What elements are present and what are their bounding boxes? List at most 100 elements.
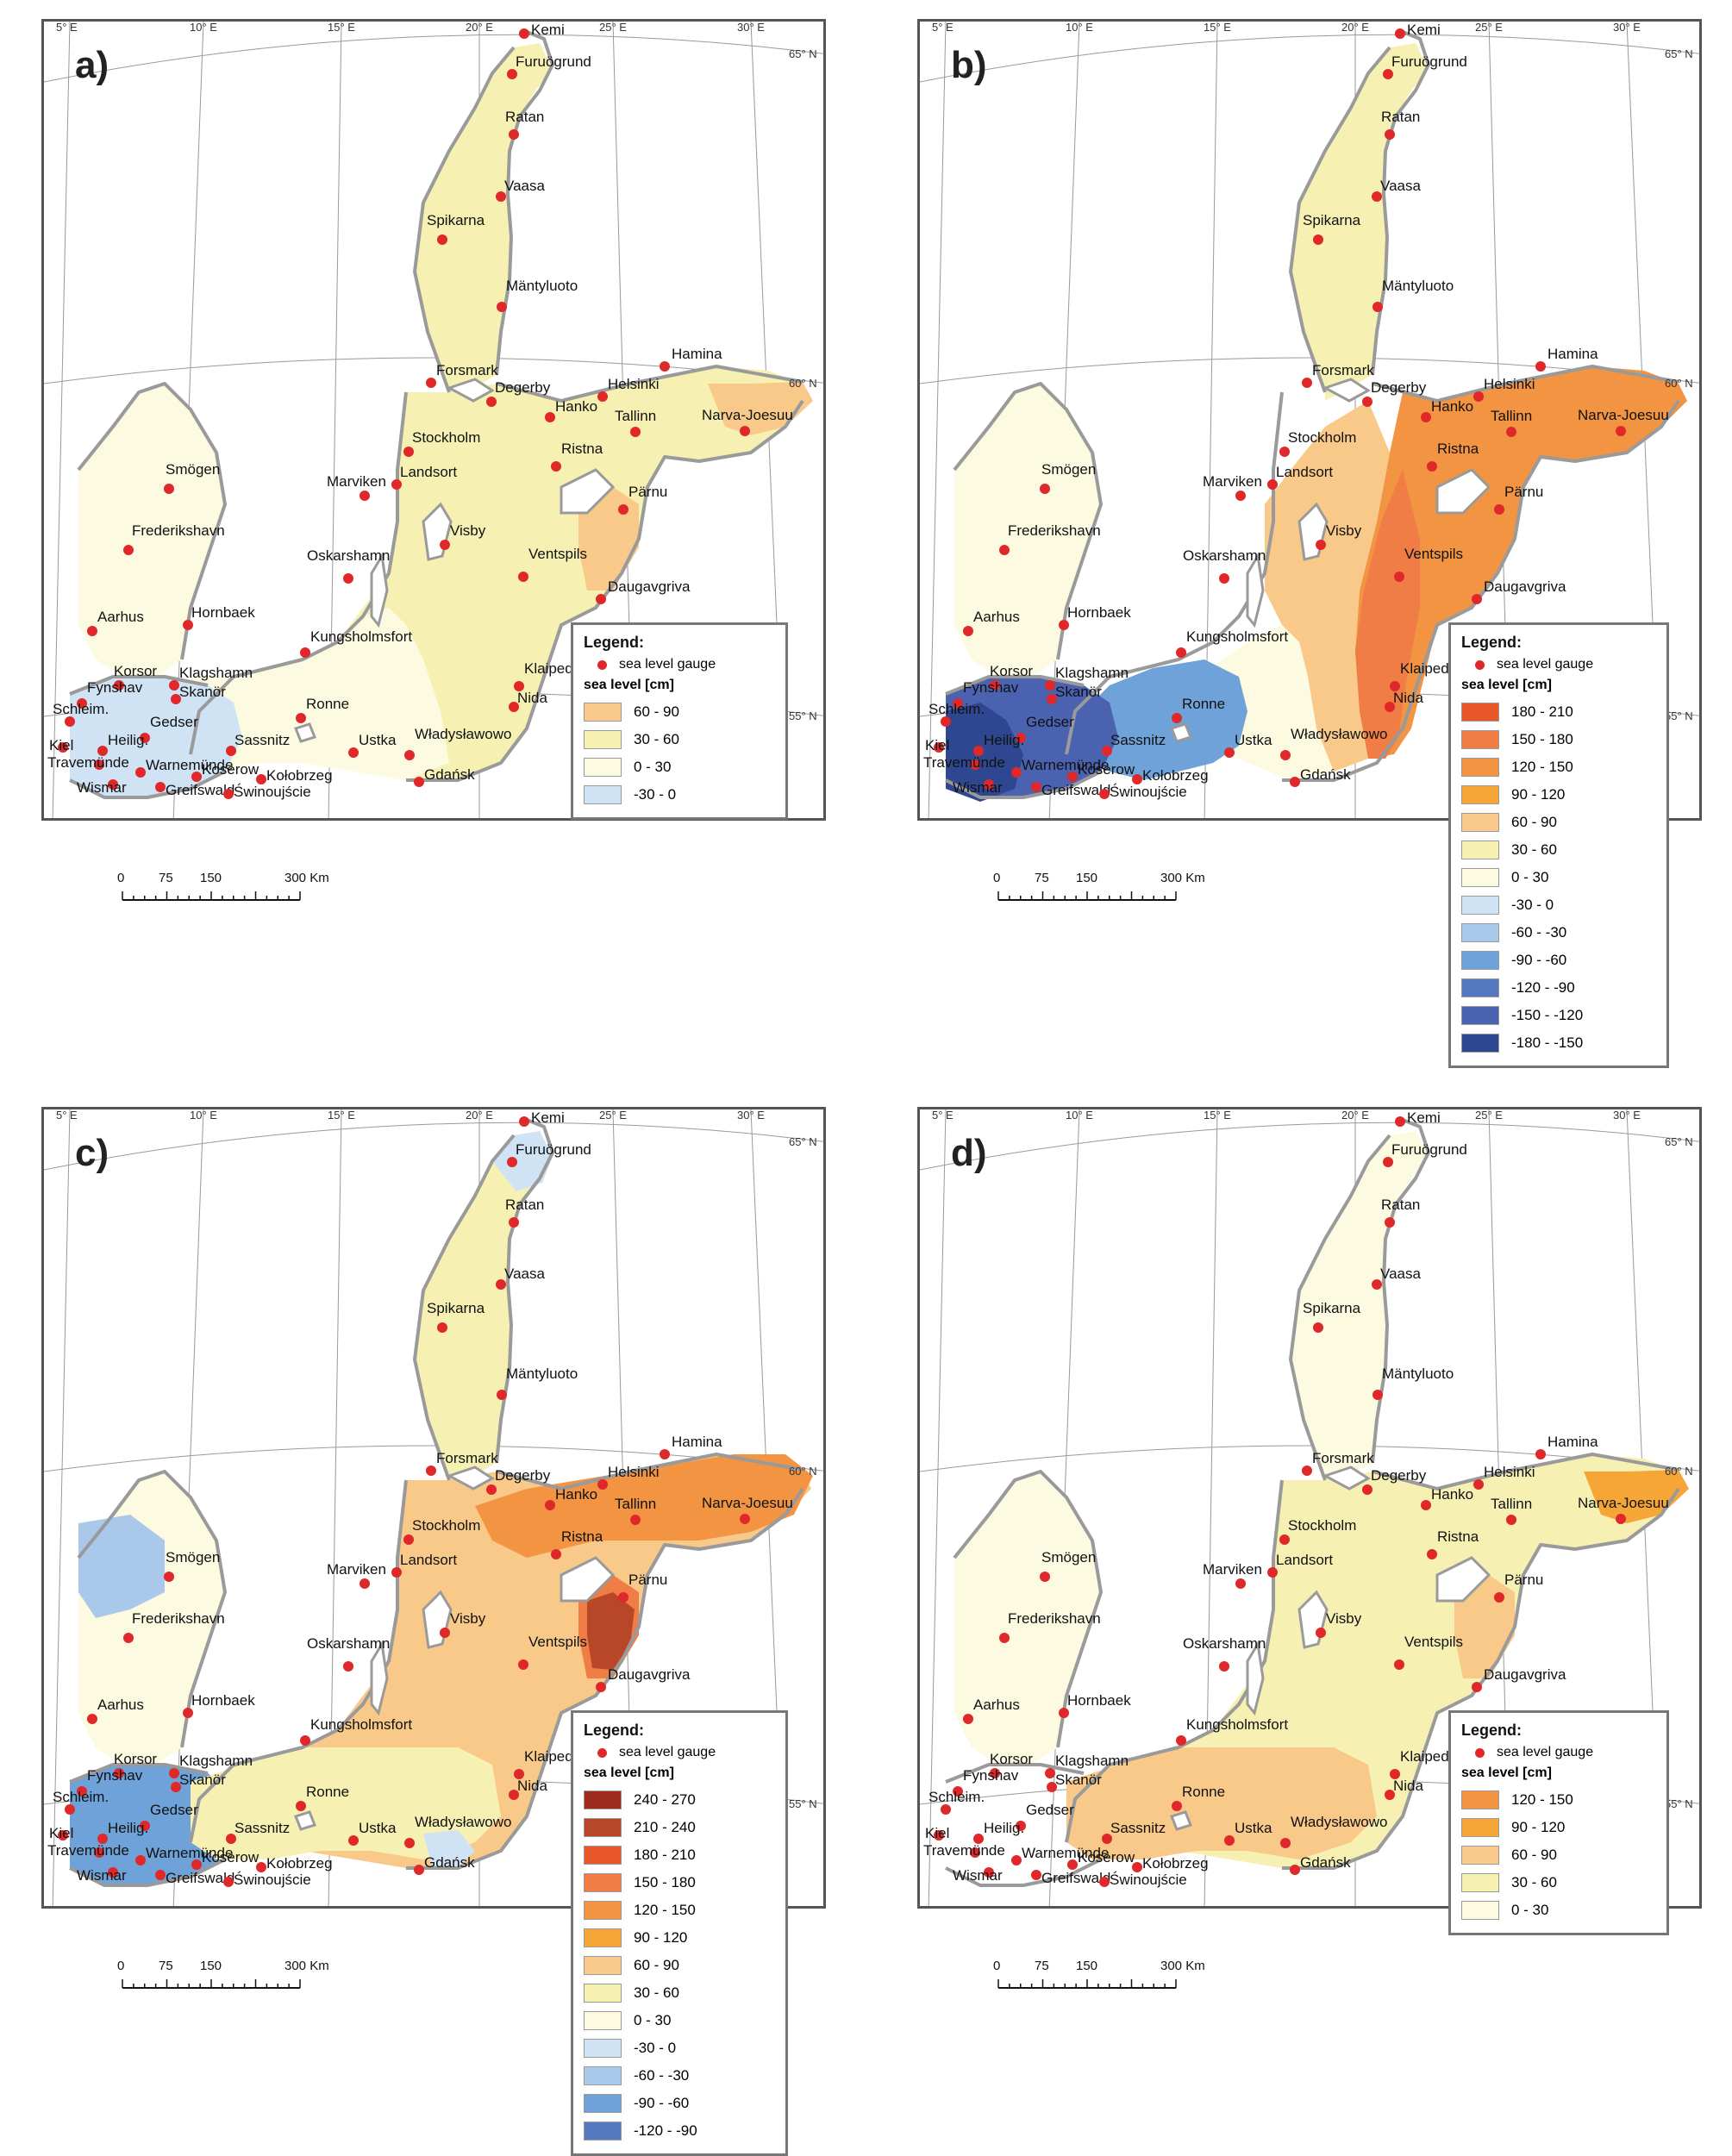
gauge-name: Travemünde (47, 754, 129, 771)
gauge-name: Wismar (953, 779, 1003, 796)
gauge-marker-icon (545, 1500, 555, 1510)
panel-label: c) (75, 1132, 109, 1174)
gauge-name: Tallinn (615, 408, 657, 424)
gauge-name: Forsmark (436, 1450, 498, 1466)
gauge-name: Smögen (166, 1549, 221, 1565)
gauge-name: Greifswald (166, 1870, 235, 1886)
gauge-marker-icon (343, 1661, 353, 1672)
gauge-name: Kungsholmsfort (1186, 1716, 1289, 1733)
gauge-marker-icon (135, 767, 146, 778)
gauge-marker-icon (1383, 1157, 1393, 1167)
gauge-name: Ratan (1381, 109, 1421, 125)
legend-range-label: -180 - -150 (1511, 1034, 1584, 1051)
sea-level-region-bothnian-bay (415, 1131, 553, 1489)
gauge-marker-icon (551, 1549, 561, 1559)
gauge-name: Degerby (1371, 379, 1427, 396)
gauge-name: Aarhus (973, 1697, 1020, 1713)
legend-subtitle: sea level [cm] (1461, 678, 1552, 692)
island (1246, 552, 1265, 628)
gauge-name: Kungsholmsfort (310, 628, 413, 645)
gauge-marker-icon (1302, 378, 1312, 388)
gauge-name: Greifswald (1041, 782, 1111, 798)
gauge-name: Landsort (1276, 464, 1334, 480)
gauge-name: Visby (1326, 1610, 1362, 1627)
coastline (496, 1453, 803, 1490)
gauge-name: Smögen (1041, 1549, 1097, 1565)
legend-gauge-entry: sea level gauge (584, 657, 775, 672)
gauge-marker-icon (1475, 659, 1485, 670)
gauge-name: Koserow (202, 1849, 259, 1865)
gauge-marker-icon (1427, 461, 1437, 472)
gauge-marker-icon (1535, 361, 1546, 372)
legend-range-label: 60 - 90 (634, 1957, 679, 1973)
coastline (945, 675, 1085, 696)
gauge-marker-icon (630, 427, 641, 437)
scale-label: 75 (1035, 871, 1049, 885)
gauge-marker-icon (1385, 1217, 1395, 1228)
gauge-marker-icon (660, 1449, 670, 1459)
island (1435, 468, 1491, 515)
scale-bar-c: 0 75 150 300 Km (117, 1959, 345, 2002)
gauge-marker-icon (545, 412, 555, 422)
legend-range-label: 0 - 30 (634, 759, 672, 775)
gauge-name: Stockholm (412, 1517, 481, 1534)
legend-range-label: -30 - 0 (634, 786, 677, 803)
gauge-name: Klaipeda (1400, 1748, 1458, 1765)
gauge-marker-icon (169, 680, 179, 691)
longitude-label: 10° E (190, 1109, 217, 1122)
sea-level-region-bothnian-bay (1291, 1131, 1429, 1489)
gauge-marker-icon (426, 1465, 436, 1476)
island (294, 722, 316, 743)
longitude-label: 15° E (328, 1109, 355, 1122)
gauge-marker-icon (519, 28, 529, 39)
island (1170, 1810, 1192, 1831)
legend-swatch (1461, 785, 1499, 804)
scale-ruler (997, 891, 1177, 901)
gauge-name: Visby (450, 1610, 486, 1627)
gauge-marker-icon (1421, 412, 1431, 422)
legend-range-label: 90 - 120 (634, 1929, 688, 1946)
gauge-name: Travemünde (47, 1842, 129, 1859)
gauge-name: Ratan (1381, 1197, 1421, 1213)
gauge-name: Kiel (49, 737, 74, 753)
gauge-marker-icon (65, 1804, 75, 1815)
gauge-marker-icon (973, 1834, 984, 1844)
gauge-marker-icon (963, 626, 973, 636)
gauge-name: Kiel (49, 1825, 74, 1841)
gauge-name: Aarhus (97, 1697, 144, 1713)
gauge-name: Marviken (1203, 473, 1262, 490)
legend-row: -30 - 0 (584, 2034, 775, 2062)
gauge-name: Vaasa (504, 1265, 545, 1282)
gauge-marker-icon (403, 1534, 414, 1545)
gauge-marker-icon (934, 742, 944, 753)
gauge-name: Hamina (672, 346, 722, 362)
island (1170, 722, 1192, 743)
gauge-marker-icon (360, 1578, 370, 1589)
legend-swatch (584, 730, 622, 749)
gauge-marker-icon (223, 789, 234, 799)
gauge-marker-icon (77, 1786, 87, 1797)
legend-range-label: 30 - 60 (1511, 1874, 1557, 1890)
gauge-name: Helsinki (1484, 376, 1535, 392)
gauge-name: Warnemünde (1022, 757, 1110, 773)
gauge-name: Ristna (1437, 1528, 1479, 1545)
gauge-name: Marviken (327, 1561, 386, 1578)
gauge-name: Helsinki (608, 376, 660, 392)
legend-range-label: 240 - 270 (634, 1791, 696, 1808)
gauge-name: Klaipeda (1400, 660, 1458, 677)
gauge-marker-icon (1372, 1390, 1383, 1400)
legend-row: 90 - 120 (584, 1924, 775, 1952)
scale-label: 0 (993, 871, 1001, 885)
gauge-marker-icon (404, 1838, 415, 1848)
gauge-name: Mäntyluoto (506, 278, 578, 294)
gauge-marker-icon (135, 1855, 146, 1865)
scale-label: 150 (200, 1959, 222, 1973)
legend-swatch (584, 2011, 622, 2030)
gauge-marker-icon (1390, 1769, 1400, 1779)
legend-subtitle: sea level [cm] (584, 1765, 674, 1780)
gauge-marker-icon (1011, 767, 1022, 778)
legend-row: 180 - 210 (584, 1841, 775, 1869)
gauge-name: Sassnitz (234, 732, 291, 748)
gauge-name: Marviken (327, 473, 386, 490)
gauge-marker-icon (94, 759, 104, 770)
